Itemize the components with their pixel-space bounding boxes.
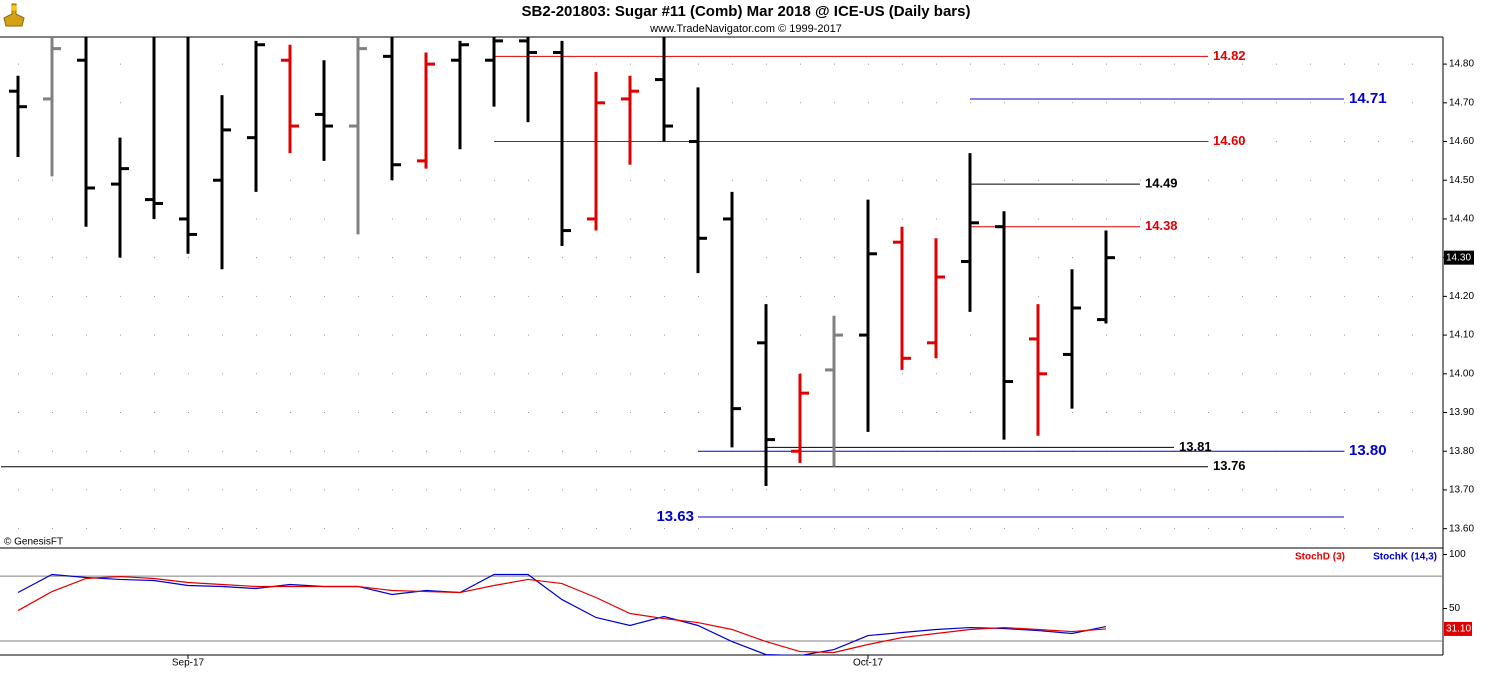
level-label: 14.60 — [1213, 133, 1246, 148]
chart-title: SB2-201803: Sugar #11 (Comb) Mar 2018 @ … — [522, 3, 971, 20]
y-tick-label: 13.80 — [1449, 446, 1474, 457]
y-tick-label: 14.00 — [1449, 368, 1474, 379]
y-tick-label: 13.90 — [1449, 407, 1474, 418]
x-tick-label: Oct-17 — [853, 658, 883, 669]
level-label: 13.63 — [656, 508, 694, 525]
y-tick-label: 14.20 — [1449, 291, 1474, 302]
last-price-box — [1444, 250, 1474, 265]
level-label: 13.76 — [1213, 458, 1246, 473]
level-label: 13.81 — [1179, 439, 1212, 454]
level-label: 14.71 — [1349, 90, 1387, 107]
last-price-label: 14.30 — [1446, 252, 1471, 263]
last-value-box — [1444, 621, 1472, 636]
y-tick-label: 100 — [1449, 549, 1466, 560]
level-label: 14.82 — [1213, 48, 1246, 63]
y-tick-label: 14.70 — [1449, 97, 1474, 108]
y-tick-label: 50 — [1449, 603, 1461, 614]
logo — [3, 3, 25, 27]
price-plot — [0, 37, 1443, 530]
y-tick-label: 13.70 — [1449, 485, 1474, 496]
stoch-plot — [0, 573, 1443, 655]
level-label: 14.49 — [1145, 176, 1178, 191]
y-tick-label: 14.60 — [1449, 136, 1474, 147]
source-note: © GenesisFT — [4, 537, 63, 548]
stoch-line — [17, 575, 1107, 654]
y-tick-label: 13.60 — [1449, 523, 1474, 534]
chart-subtitle: www.TradeNavigator.com © 1999-2017 — [649, 23, 842, 35]
legend-entry: StochD (3) — [1295, 552, 1345, 563]
level-label: 13.80 — [1349, 442, 1387, 459]
legend-entry: StochK (14,3) — [1373, 552, 1437, 563]
y-tick-label: 14.40 — [1449, 214, 1474, 225]
y-tick-label: 14.80 — [1449, 59, 1474, 70]
level-label: 14.38 — [1145, 218, 1178, 233]
y-tick-label: 14.10 — [1449, 330, 1474, 341]
stoch-line — [17, 573, 1107, 655]
x-tick-label: Sep-17 — [172, 658, 205, 669]
last-value-label: 31.10 — [1446, 624, 1471, 635]
overlay: 14.80 14.70 14.60 14.50 14.40 14.30 14.20 14.10… — [172, 48, 1475, 669]
y-tick-label: 14.50 — [1449, 175, 1474, 186]
